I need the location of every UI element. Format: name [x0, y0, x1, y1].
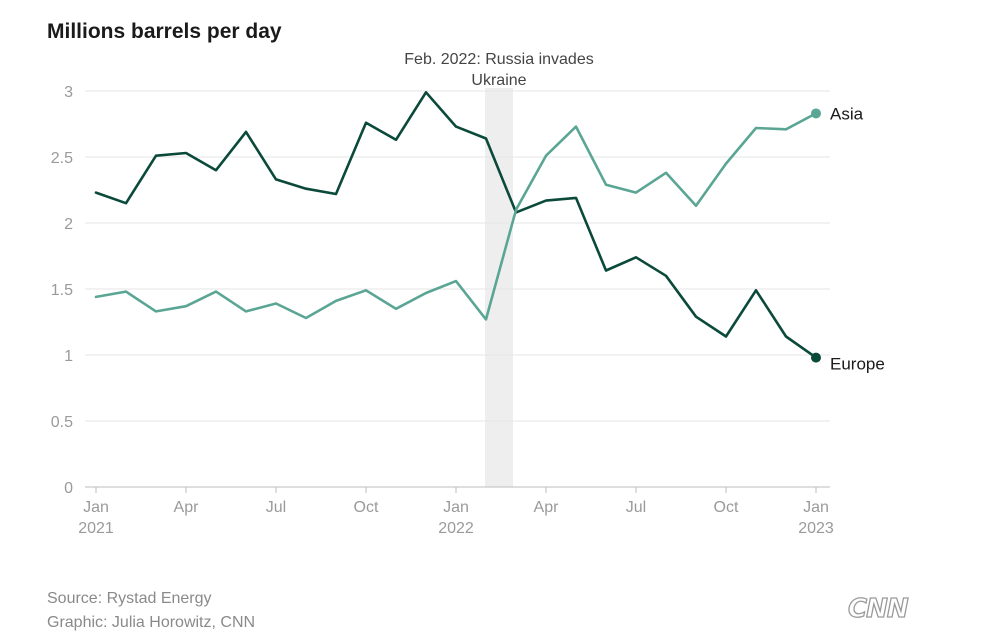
y-tick-label: 2.5 [51, 150, 73, 167]
x-tick-year-label: 2021 [78, 520, 114, 537]
annotation-line-1: Feb. 2022: Russia invades [404, 51, 593, 68]
annotation-line-2: Ukraine [471, 72, 526, 89]
series-line-asia [94, 112, 818, 321]
x-tick-label: Jul [626, 499, 646, 516]
x-tick-label: Jan [83, 499, 109, 516]
x-tick-label: Jan [443, 499, 469, 516]
x-tick-label: Apr [174, 499, 200, 516]
x-tick-label: Apr [534, 499, 560, 516]
series-label-asia: Asia [830, 104, 864, 123]
x-tick-label: Jan [803, 499, 829, 516]
x-tick-label: Oct [354, 499, 379, 516]
y-tick-label: 1.5 [51, 282, 73, 299]
source-note: Source: Rystad Energy [47, 590, 212, 607]
y-tick-label: 2 [64, 216, 73, 233]
credit-note: Graphic: Julia Horowitz, CNN [47, 614, 256, 631]
cnn-logo: CNN [847, 593, 909, 624]
y-tick-label: 0.5 [51, 414, 73, 431]
series-line-europe [94, 91, 818, 359]
series-label-europe: Europe [830, 355, 885, 374]
x-tick-year-label: 2022 [438, 520, 474, 537]
y-tick-label: 0 [64, 480, 73, 497]
y-tick-label: 1 [64, 348, 73, 365]
series-end-point-europe [811, 352, 821, 363]
series-end-point-asia [811, 108, 821, 119]
chart-title: Millions barrels per day [47, 20, 282, 43]
x-tick-year-label: 2023 [798, 520, 834, 537]
x-tick-label: Oct [714, 499, 739, 516]
y-tick-label: 3 [64, 84, 73, 101]
x-tick-label: Jul [266, 499, 286, 516]
